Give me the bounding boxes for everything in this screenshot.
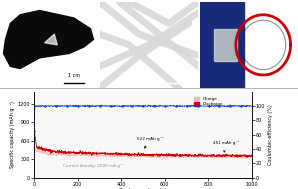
Text: 522 mAh g⁻¹: 522 mAh g⁻¹ — [136, 137, 163, 148]
Y-axis label: Coulombic efficiency (%): Coulombic efficiency (%) — [268, 104, 273, 165]
Y-axis label: Specific capacity (mAh g⁻¹): Specific capacity (mAh g⁻¹) — [10, 101, 15, 168]
X-axis label: Cycle number (n): Cycle number (n) — [119, 188, 167, 189]
Text: Current density: 2000 mA g⁻¹: Current density: 2000 mA g⁻¹ — [63, 164, 123, 168]
Polygon shape — [45, 34, 57, 45]
Polygon shape — [214, 29, 237, 61]
Legend: Charge, Discharge: Charge, Discharge — [193, 96, 224, 107]
Polygon shape — [4, 11, 94, 69]
Polygon shape — [200, 2, 244, 88]
Text: 200 nm: 200 nm — [173, 74, 189, 78]
Text: 1 cm: 1 cm — [68, 73, 80, 78]
Text: 451 mAh g⁻¹: 451 mAh g⁻¹ — [213, 142, 239, 152]
